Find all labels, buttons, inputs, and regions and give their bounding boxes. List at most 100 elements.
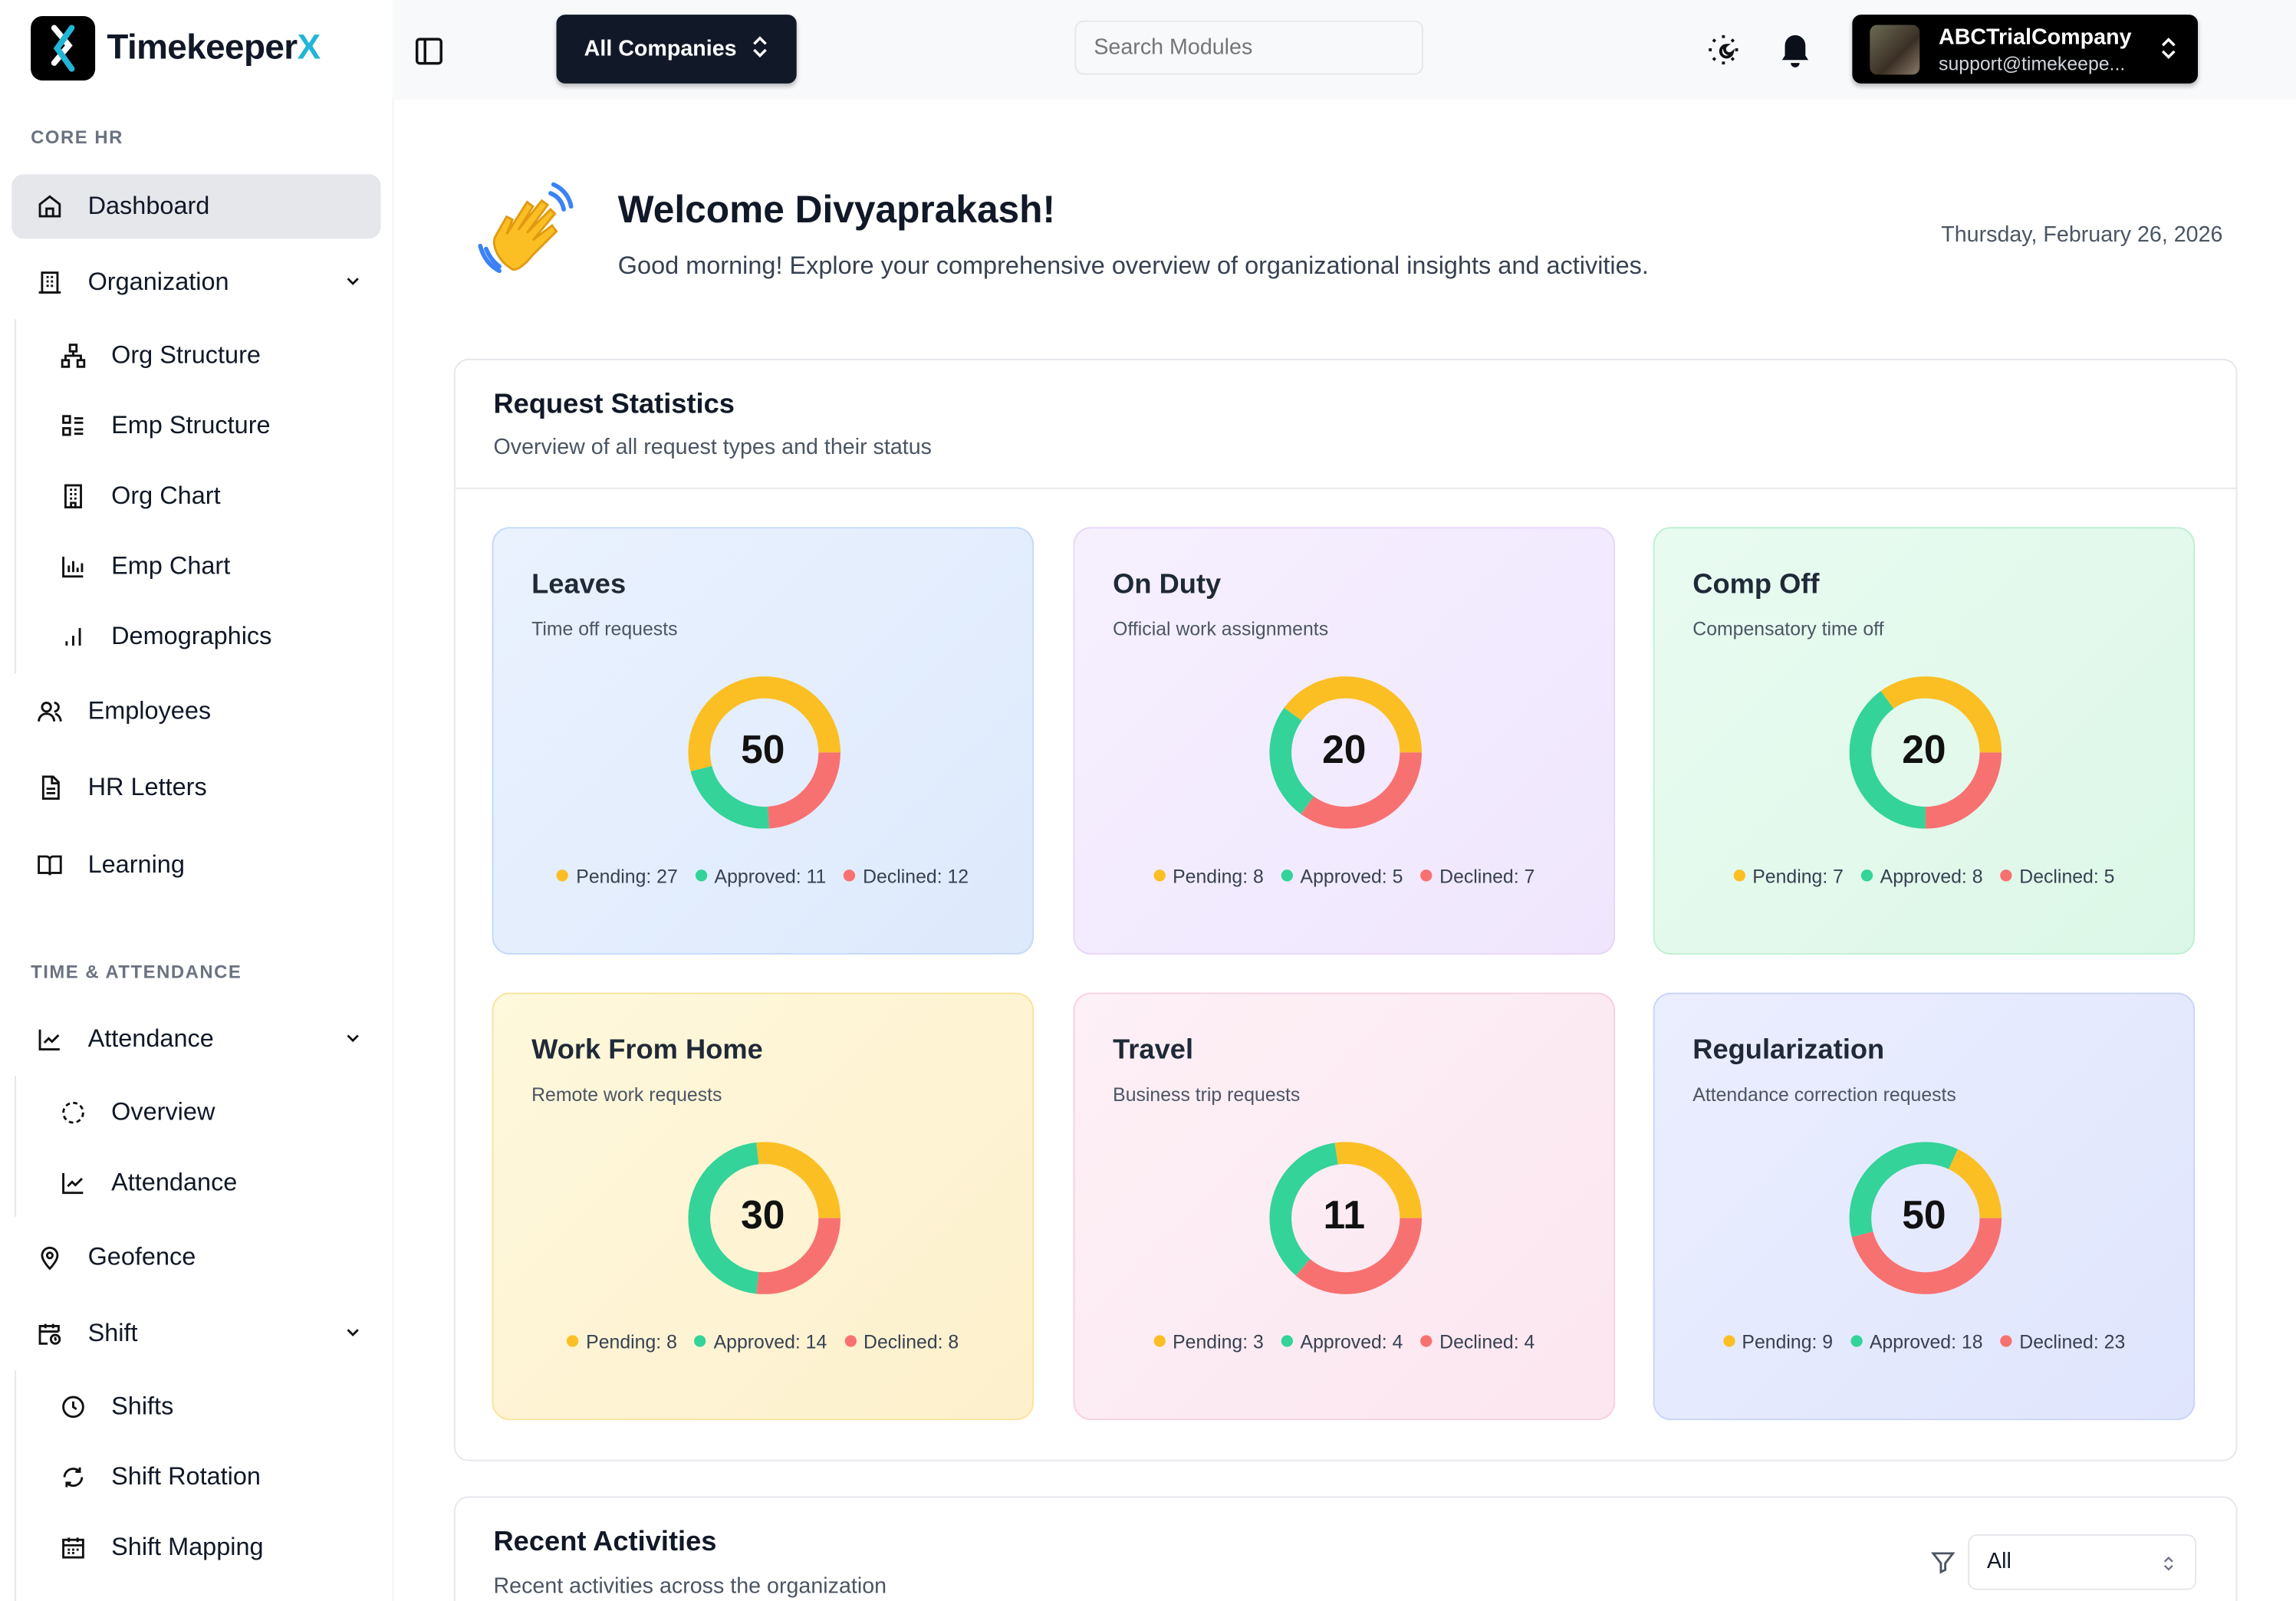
- legend: Pending: 8 Approved: 5 Declined: 7: [1074, 865, 1613, 887]
- line-chart-icon: [58, 1169, 87, 1198]
- sidebar-item-attendance[interactable]: Attendance: [12, 1008, 380, 1072]
- legend-item-pending: Pending: 8: [1153, 865, 1264, 887]
- donut-slice-declined[interactable]: [1295, 1218, 1423, 1294]
- card-subtitle: Compensatory time off: [1692, 617, 1884, 640]
- legend-label: Declined: 4: [1439, 1330, 1535, 1353]
- donut-slice-declined[interactable]: [1851, 1218, 2002, 1294]
- legend-label: Pending: 3: [1173, 1330, 1264, 1353]
- legend: Pending: 7 Approved: 8 Declined: 5: [1655, 865, 2194, 887]
- sidebar-item-hr-letters[interactable]: HR Letters: [12, 755, 380, 820]
- donut-slice-approved[interactable]: [690, 766, 769, 829]
- chevron-down-icon[interactable]: [343, 269, 363, 298]
- donut-slice-declined[interactable]: [1925, 752, 2002, 829]
- sidebar-item-shift[interactable]: Shift: [12, 1301, 380, 1366]
- legend-item-declined: Declined: 23: [2000, 1331, 2125, 1353]
- request-card-comp-off[interactable]: Comp Off Compensatory time off 20 Pending: …: [1653, 527, 2196, 955]
- donut-slice-pending[interactable]: [688, 676, 840, 772]
- current-date: Thursday, February 26, 2026: [1941, 222, 2223, 248]
- search-input[interactable]: [1074, 20, 1423, 75]
- sidebar-item-shift-rotation[interactable]: Shift Rotation: [12, 1445, 380, 1510]
- filter-icon[interactable]: [1930, 1549, 1956, 1583]
- user-menu[interactable]: ABCTrialCompany support@timekeepe...: [1852, 15, 2199, 84]
- legend-item-declined: Declined: 8: [844, 1331, 959, 1353]
- dashed-circle-icon: [58, 1098, 87, 1127]
- legend-dot-approved: [1281, 1335, 1294, 1347]
- request-card-regularization[interactable]: Regularization Attendance correction requ…: [1653, 992, 2196, 1421]
- legend-label: Pending: 7: [1752, 865, 1844, 888]
- donut-slice-approved[interactable]: [1269, 708, 1314, 814]
- chevron-down-icon[interactable]: [343, 1026, 363, 1055]
- chevron-down-icon[interactable]: [343, 1320, 363, 1350]
- card-title: On Duty: [1113, 569, 1222, 600]
- sidebar-item-employees[interactable]: Employees: [12, 679, 380, 744]
- donut-slice-declined[interactable]: [768, 752, 840, 829]
- donut-slice-approved[interactable]: [1269, 1142, 1338, 1276]
- sidebar-item-label: Attendance: [111, 1168, 238, 1196]
- sidebar-item-label: Learning: [87, 850, 185, 879]
- sidebar-item-label: Shift Rotation: [111, 1462, 261, 1491]
- sidebar-item-label: Emp Chart: [111, 551, 231, 580]
- legend: Pending: 9 Approved: 18 Declined: 23: [1655, 1331, 2194, 1353]
- user-email: support@timekeepe...: [1939, 52, 2126, 75]
- sidebar-item-org-chart[interactable]: Org Chart: [12, 464, 380, 528]
- sidebar-item-learning[interactable]: Learning: [12, 833, 380, 897]
- request-card-travel[interactable]: Travel Business trip requests 11 Pending: 3…: [1073, 992, 1616, 1421]
- donut-slice-declined[interactable]: [756, 1218, 840, 1294]
- donut-slice-pending[interactable]: [756, 1142, 840, 1218]
- legend-dot-pending: [1733, 870, 1745, 882]
- legend-label: Approved: 8: [1880, 865, 1983, 888]
- donut-slice-pending[interactable]: [1284, 676, 1423, 753]
- notification-bell-icon[interactable]: [1778, 32, 1813, 77]
- sidebar-item-demographics[interactable]: Demographics: [12, 605, 380, 669]
- sidebar-item-organization[interactable]: Organization: [12, 251, 380, 315]
- activity-filter-select[interactable]: All: [1968, 1534, 2197, 1590]
- list-grid-icon: [58, 412, 87, 441]
- request-card-work-from-home[interactable]: Work From Home Remote work requests 30 Pend…: [492, 992, 1035, 1421]
- donut-slice-pending[interactable]: [1948, 1149, 2002, 1218]
- legend-dot-declined: [1420, 1335, 1433, 1347]
- welcome-subtitle: Good morning! Explore your comprehensive…: [617, 251, 1649, 280]
- legend-item-pending: Pending: 8: [567, 1331, 677, 1353]
- card-subtitle: Attendance correction requests: [1692, 1083, 1956, 1106]
- welcome-title: Welcome Divyaprakash!: [617, 187, 1056, 232]
- request-card-leaves[interactable]: Leaves Time off requests 50 Pending: 27 Appr…: [492, 527, 1035, 955]
- donut-slice-approved[interactable]: [1849, 1142, 1959, 1238]
- theme-toggle-icon[interactable]: [1706, 32, 1741, 74]
- sidebar-item-shift-mapping[interactable]: Shift Mapping: [12, 1515, 380, 1580]
- legend-dot-pending: [1153, 1335, 1166, 1347]
- donut-slice-approved[interactable]: [688, 1142, 759, 1294]
- donut-slice-pending[interactable]: [1334, 1142, 1423, 1218]
- donut-slice-declined[interactable]: [1301, 752, 1423, 829]
- company-selector[interactable]: All Companies: [556, 15, 797, 84]
- sidebar-item-overview[interactable]: Overview: [12, 1080, 380, 1145]
- document-icon: [35, 773, 64, 802]
- company-selector-label: All Companies: [584, 36, 737, 62]
- sidebar-item-geofence[interactable]: Geofence: [12, 1225, 380, 1290]
- panel-title: Request Statistics: [493, 389, 735, 420]
- calendar-icon: [58, 1533, 87, 1562]
- legend-item-approved: Approved: 11: [695, 865, 826, 887]
- sidebar-toggle-icon[interactable]: [413, 35, 445, 75]
- legend-label: Pending: 8: [1173, 865, 1264, 888]
- clock-icon: [58, 1392, 87, 1422]
- legend-item-pending: Pending: 27: [557, 865, 678, 887]
- sidebar-item-emp-chart[interactable]: Emp Chart: [12, 534, 380, 599]
- submenu-line: [15, 1076, 17, 1217]
- sidebar-item-shifts[interactable]: Shifts: [12, 1375, 380, 1439]
- section-time-attendance: TIME & ATTENDANCE: [31, 962, 242, 983]
- sidebar-item-dashboard[interactable]: Dashboard: [12, 174, 381, 239]
- logo[interactable]: TimekeeperX: [31, 16, 321, 81]
- sidebar-item-attendance-sub[interactable]: Attendance: [12, 1151, 380, 1215]
- legend-item-declined: Declined: 12: [844, 865, 969, 887]
- sidebar-item-emp-structure[interactable]: Emp Structure: [12, 394, 380, 459]
- sidebar-item-org-structure[interactable]: Org Structure: [12, 324, 380, 388]
- legend-item-declined: Declined: 5: [2000, 865, 2114, 887]
- sidebar-item-label: Shifts: [111, 1392, 174, 1421]
- donut-slice-pending[interactable]: [1880, 676, 2002, 753]
- request-card-on-duty[interactable]: On Duty Official work assignments 20 Pendin…: [1073, 527, 1616, 955]
- donut-slice-approved[interactable]: [1849, 691, 1926, 829]
- line-chart-icon: [35, 1025, 64, 1054]
- legend-dot-pending: [1722, 1335, 1735, 1347]
- donut-total: 50: [1902, 1193, 1946, 1238]
- sidebar-item-label: Emp Structure: [111, 411, 271, 439]
